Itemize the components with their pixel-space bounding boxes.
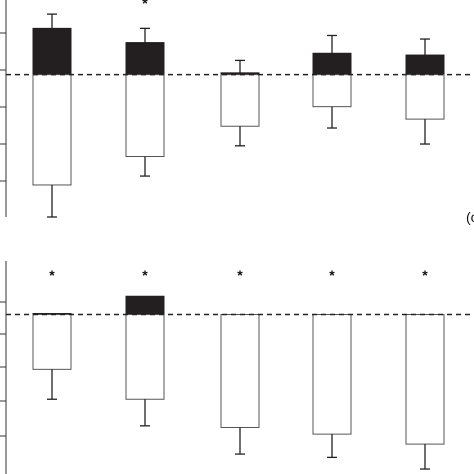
- significance-marker: *: [142, 267, 148, 283]
- bar-open-4: [312, 74, 352, 108]
- bar-open-1: [32, 314, 72, 370]
- significance-marker: *: [142, 0, 148, 11]
- significance-marker: *: [422, 267, 428, 283]
- bar-open-3: [220, 314, 260, 428]
- significance-marker: *: [329, 267, 335, 283]
- bar-open-5: [405, 74, 445, 120]
- bar-filled-1: [32, 27, 72, 76]
- significance-marker: *: [49, 267, 55, 283]
- top-panel: * (c: [0, 0, 474, 225]
- bar-open-2: [125, 74, 165, 157]
- bar-filled-5: [405, 54, 445, 76]
- bar-filled-2: [125, 295, 165, 316]
- bar-open-2: [125, 314, 165, 400]
- bar-open-3: [220, 74, 260, 127]
- significance-marker: *: [237, 267, 243, 283]
- bar-open-1: [32, 74, 72, 186]
- bar-open-4: [312, 314, 352, 435]
- panel-label: (c: [466, 209, 474, 225]
- bar-open-5: [405, 314, 445, 445]
- bottom-panel: * * * * *: [0, 261, 474, 474]
- bar-filled-4: [312, 52, 352, 76]
- bar-filled-2: [125, 42, 165, 76]
